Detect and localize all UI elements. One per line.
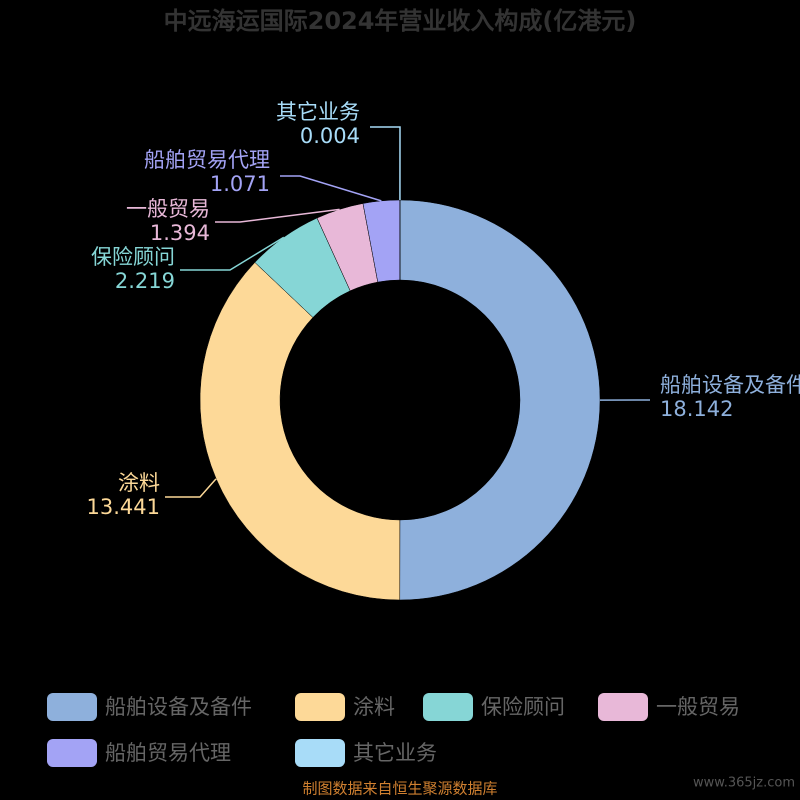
slice-label: 一般贸易 — [126, 197, 210, 221]
legend-swatch — [598, 693, 648, 721]
leader-line — [180, 236, 285, 271]
donut-slice — [199, 262, 401, 601]
slice-value: 1.071 — [210, 172, 270, 196]
leader-line — [370, 126, 401, 201]
slice-label: 保险顾问 — [91, 245, 175, 269]
legend-swatch — [295, 693, 345, 721]
legend-label: 一般贸易 — [656, 695, 740, 719]
watermark: www.365jz.com — [693, 776, 795, 791]
legend-label: 船舶贸易代理 — [105, 741, 231, 765]
donut-slice — [399, 199, 601, 601]
slice-value: 18.142 — [660, 397, 733, 421]
slice-value: 2.219 — [115, 269, 175, 293]
slice-label: 涂料 — [118, 471, 160, 495]
legend-swatch — [47, 739, 97, 767]
slice-label: 船舶贸易代理 — [144, 148, 270, 172]
slice-value: 13.441 — [87, 495, 160, 519]
legend-label: 保险顾问 — [481, 695, 565, 719]
chart-title: 中远海运国际2024年营业收入构成(亿港元) — [164, 7, 637, 35]
legend-swatch — [423, 693, 473, 721]
legend-label: 船舶设备及备件 — [105, 695, 252, 719]
slice-label: 其它业务 — [276, 100, 360, 124]
slice-value: 0.004 — [300, 124, 360, 148]
legend-swatch — [47, 693, 97, 721]
source-note: 制图数据来自恒生聚源数据库 — [302, 780, 497, 798]
leader-line — [280, 175, 382, 202]
slice-value: 1.394 — [150, 221, 210, 245]
legend-swatch — [295, 739, 345, 767]
slice-label: 船舶设备及备件 — [660, 373, 800, 397]
leader-line — [215, 208, 340, 223]
leader-line — [165, 478, 217, 498]
legend-label: 其它业务 — [353, 741, 437, 765]
legend-label: 涂料 — [353, 695, 395, 719]
